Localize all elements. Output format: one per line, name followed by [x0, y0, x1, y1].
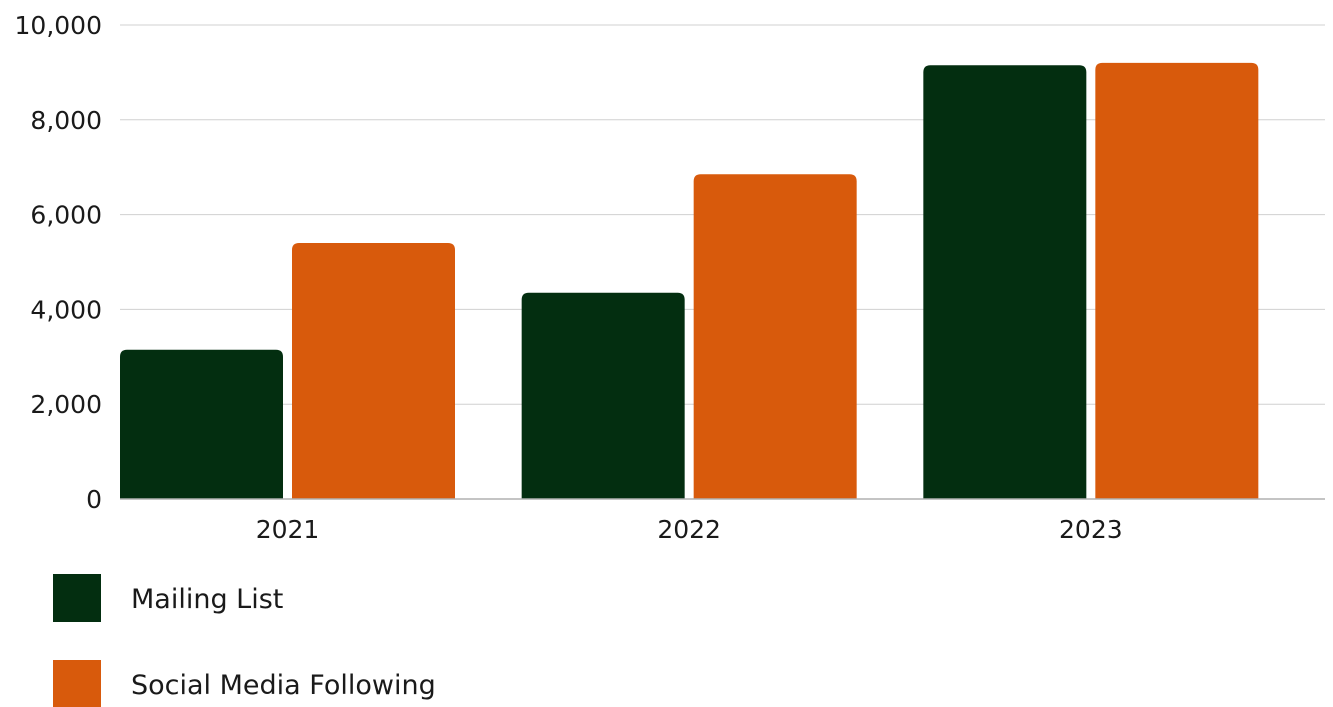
bar-social-media-2023 — [1095, 62, 1259, 500]
bar-mailing-list-2023 — [923, 65, 1087, 499]
bar-mailing-list-2021 — [120, 349, 283, 499]
y-axis-ticks: 0 2,000 4,000 6,000 8,000 10,000 — [15, 11, 102, 514]
legend-label: Social Media Following — [131, 670, 436, 701]
y-tick-label: 2,000 — [30, 390, 102, 419]
y-tick-label: 6,000 — [30, 201, 102, 230]
y-tick-label: 8,000 — [30, 106, 102, 135]
bar-social-media-2021 — [292, 243, 455, 499]
legend-label: Mailing List — [131, 584, 283, 615]
y-tick-label: 0 — [86, 485, 102, 514]
bars — [120, 62, 1259, 500]
y-tick-label: 4,000 — [30, 295, 102, 324]
x-axis-ticks: 2021 2022 2023 — [256, 515, 1123, 544]
x-tick-label: 2021 — [256, 515, 320, 544]
legend-swatch — [53, 660, 101, 707]
legend: Mailing List Social Media Following — [53, 574, 436, 707]
x-tick-label: 2023 — [1059, 515, 1123, 544]
legend-swatch — [53, 574, 101, 622]
x-tick-label: 2022 — [657, 515, 721, 544]
bar-mailing-list-2022 — [521, 292, 685, 499]
bar-social-media-2022 — [693, 174, 857, 499]
y-tick-label: 10,000 — [15, 11, 102, 40]
